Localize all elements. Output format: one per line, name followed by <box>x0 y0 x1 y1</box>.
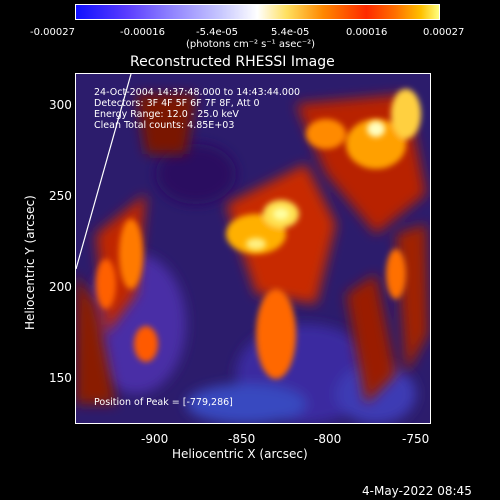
colorbar-tick: -0.00027 <box>30 27 75 38</box>
y-tick-label: 150 <box>49 371 72 385</box>
annotation-time: 24-Oct-2004 14:37:48.000 to 14:43:44.000 <box>94 87 301 98</box>
y-tick-label: 250 <box>49 189 72 203</box>
y-tick-label: 200 <box>49 280 72 294</box>
y-tick-label: 300 <box>49 98 72 112</box>
y-axis-label: Heliocentric Y (arcsec) <box>23 195 37 330</box>
plot-title: Reconstructed RHESSI Image <box>130 54 335 70</box>
colorbar-tick: -5.4e-05 <box>196 27 238 38</box>
colorbar-tick: 5.4e-05 <box>271 27 310 38</box>
annotation-detectors: Detectors: 3F 4F 5F 6F 7F 8F, Att 0 <box>94 98 260 109</box>
peak-position: Position of Peak = [-779,286] <box>94 397 233 408</box>
x-axis-label: Heliocentric X (arcsec) <box>172 447 308 461</box>
colorbar-tick: -0.00016 <box>120 27 165 38</box>
x-tick-label: -900 <box>141 432 169 446</box>
annotation-energy: Energy Range: 12.0 - 25.0 keV <box>94 109 239 120</box>
colorbar <box>75 4 440 20</box>
x-tick-label: -800 <box>314 432 342 446</box>
colorbar-tick: 0.00016 <box>346 27 388 38</box>
x-tick-label: -750 <box>402 432 430 446</box>
colorbar-units: (photons cm⁻² s⁻¹ asec⁻²) <box>186 39 316 50</box>
annotation-counts: Clean Total counts: 4.85E+03 <box>94 120 235 131</box>
rhessi-image <box>75 73 431 424</box>
colorbar-tick: 0.00027 <box>423 27 465 38</box>
x-tick-label: -850 <box>228 432 256 446</box>
rhessi-image-svg <box>76 74 430 423</box>
render-date: 4-May-2022 08:45 <box>362 484 472 498</box>
